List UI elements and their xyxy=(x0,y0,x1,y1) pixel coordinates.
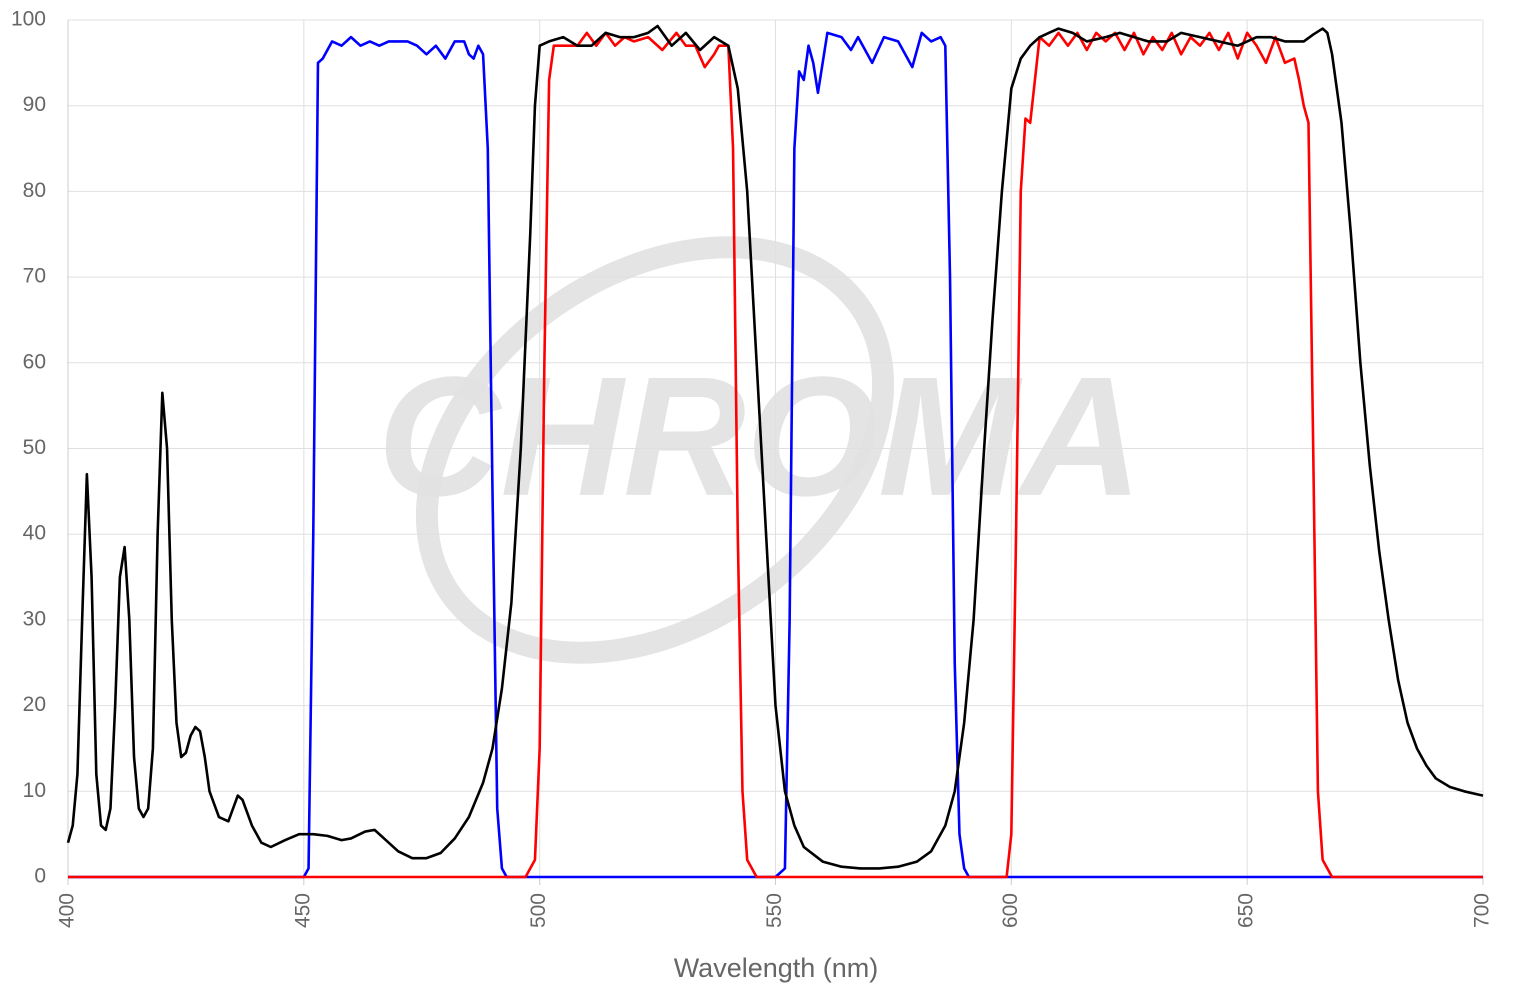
y-tick-label: 90 xyxy=(23,93,46,116)
y-tick-label: 40 xyxy=(23,522,46,545)
y-tick-label: 100 xyxy=(11,8,46,31)
y-tick-label: 10 xyxy=(23,779,46,802)
y-tick-label: 50 xyxy=(23,436,46,459)
x-tick-label: 550 xyxy=(763,893,786,928)
x-tick-label: 600 xyxy=(999,893,1022,928)
y-tick-label: 20 xyxy=(23,693,46,716)
series-line xyxy=(66,24,1484,870)
y-tick-label: 0 xyxy=(34,865,46,888)
x-tick-label: 700 xyxy=(1471,893,1494,928)
x-tick-label: 450 xyxy=(291,893,314,928)
y-tick-label: 60 xyxy=(23,350,46,373)
x-tick-label: 650 xyxy=(1235,893,1258,928)
x-tick-label: 500 xyxy=(527,893,550,928)
watermark-ring xyxy=(415,236,895,664)
x-tick-label: 400 xyxy=(56,893,79,928)
y-tick-label: 30 xyxy=(23,607,46,630)
series-line xyxy=(68,31,1483,879)
x-axis-label: Wavelength (nm) xyxy=(674,953,879,983)
series-line xyxy=(68,31,1483,879)
y-tick-label: 70 xyxy=(23,265,46,288)
y-tick-label: 80 xyxy=(23,179,46,202)
